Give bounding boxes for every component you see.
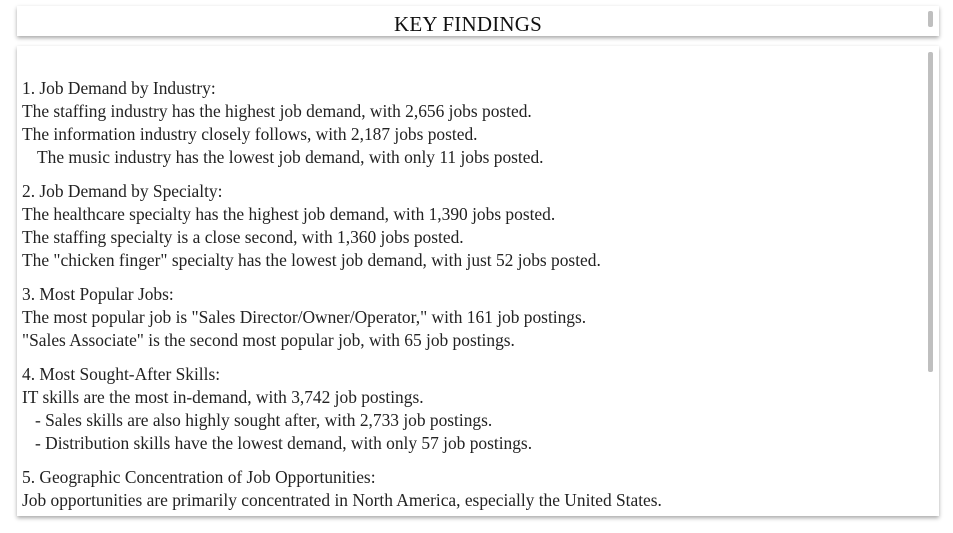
finding-line: The staffing specialty is a close second… — [22, 227, 464, 247]
findings-panel[interactable]: 1. Job Demand by Industry: The staffing … — [17, 46, 939, 516]
finding-line: - Distribution skills have the lowest de… — [35, 433, 533, 453]
section-heading: 2. Job Demand by Specialty: — [22, 181, 223, 201]
finding-line: "Sales Associate" is the second most pop… — [22, 330, 515, 350]
finding-line: - Sales skills are also highly sought af… — [35, 410, 493, 430]
section-heading: 4. Most Sought-After Skills: — [22, 364, 221, 384]
finding-line: Job opportunities are primarily concentr… — [22, 490, 662, 510]
finding-line: The most popular job is "Sales Director/… — [22, 307, 587, 327]
findings-scrollbar[interactable] — [928, 52, 933, 372]
section-geography: 5. Geographic Concentration of Job Oppor… — [22, 466, 919, 512]
section-skills: 4. Most Sought-After Skills: IT skills a… — [22, 363, 919, 455]
section-heading: 5. Geographic Concentration of Job Oppor… — [22, 467, 376, 487]
section-industry-demand: 1. Job Demand by Industry: The staffing … — [22, 77, 919, 169]
section-specialty-demand: 2. Job Demand by Specialty: The healthca… — [22, 180, 919, 272]
finding-line: The staffing industry has the highest jo… — [22, 101, 532, 121]
finding-line: The music industry has the lowest job de… — [37, 147, 544, 167]
key-findings-header: KEY FINDINGS — [17, 6, 939, 36]
finding-line: The information industry closely follows… — [22, 124, 478, 144]
finding-line: The "chicken finger" specialty has the l… — [22, 250, 601, 270]
finding-line: IT skills are the most in-demand, with 3… — [22, 387, 424, 407]
section-heading: 3. Most Popular Jobs: — [22, 284, 174, 304]
page-title: KEY FINDINGS — [393, 12, 543, 36]
finding-line: The healthcare specialty has the highest… — [22, 204, 556, 224]
findings-content: 1. Job Demand by Industry: The staffing … — [22, 77, 919, 516]
header-scrollbar[interactable] — [928, 11, 933, 27]
section-heading: 1. Job Demand by Industry: — [22, 78, 216, 98]
section-popular-jobs: 3. Most Popular Jobs: The most popular j… — [22, 283, 919, 352]
